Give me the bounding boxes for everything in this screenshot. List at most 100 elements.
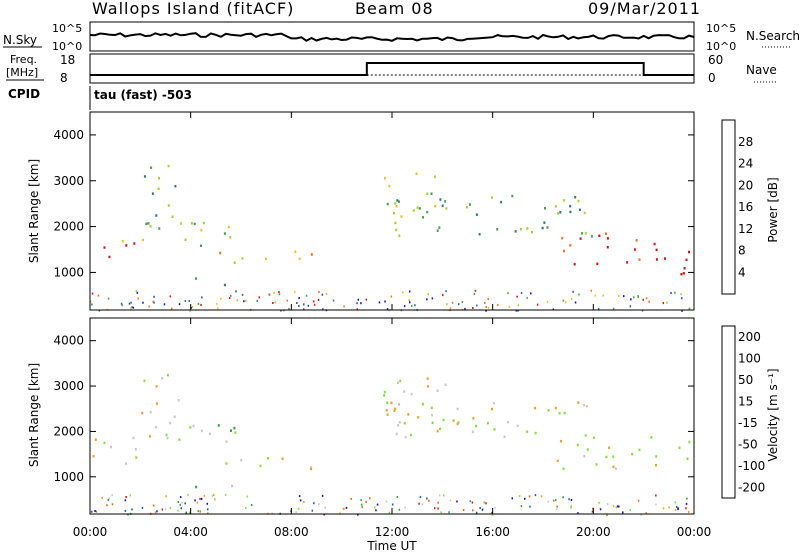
scatter-noise — [317, 298, 320, 301]
scatter-noise — [662, 507, 665, 510]
echo-region-3 — [225, 457, 313, 471]
scatter-noise — [606, 503, 609, 506]
x-axis-label: Time UT — [366, 539, 417, 553]
colorbar-tick-label: 200 — [738, 330, 761, 344]
scatter-noise — [449, 307, 452, 309]
scatter-noise — [612, 505, 615, 508]
echo-cell — [503, 435, 506, 438]
echo-cell — [233, 426, 236, 430]
echo-cell — [559, 211, 562, 214]
scatter-noise — [440, 511, 442, 514]
scatter-noise — [161, 508, 164, 511]
echo-cell — [155, 214, 158, 217]
echo-cell — [563, 199, 566, 202]
echo-cell — [430, 192, 433, 195]
echo-cell — [655, 455, 658, 458]
scatter-noise — [408, 299, 410, 302]
echo-cell — [544, 207, 546, 210]
scatter-noise — [360, 503, 363, 506]
scatter-noise — [152, 300, 154, 303]
echo-cell — [543, 221, 546, 224]
scatter-noise — [494, 506, 496, 509]
echo-cell — [92, 455, 95, 458]
echo-cell — [606, 246, 609, 249]
echo-cell — [184, 238, 187, 241]
y-tick-label: 2000 — [53, 220, 84, 234]
scatter-noise — [508, 305, 511, 308]
scatter-noise — [602, 294, 604, 297]
scatter-noise — [546, 300, 549, 303]
scatter-noise — [530, 292, 532, 295]
scatter-noise — [184, 300, 187, 302]
velocity-colorbar: Velocity [m s⁻¹] 200 100 50 15 -15 -50 -100 -20… — [721, 325, 780, 499]
scatter-noise — [540, 495, 543, 498]
echo-cell — [219, 251, 222, 255]
scatter-noise — [153, 295, 155, 298]
echo-cell — [149, 410, 152, 414]
freq-tick-bottom: 8 — [60, 71, 68, 85]
scatter-noise — [391, 503, 394, 506]
scatter-noise — [376, 503, 379, 506]
scatter-noise — [507, 292, 509, 295]
scatter-noise — [217, 307, 219, 310]
scatter-noise — [165, 495, 167, 498]
scatter-noise — [131, 508, 133, 511]
scatter-noise — [201, 296, 203, 299]
echo-cell — [94, 438, 97, 441]
echo-cell — [407, 413, 410, 416]
scatter-noise — [299, 499, 302, 502]
colorbar-tick-label: -100 — [738, 459, 765, 473]
echo-cell — [430, 406, 433, 410]
echo-cell — [511, 194, 514, 198]
echo-cell — [507, 420, 509, 424]
scatter-noise — [485, 306, 487, 308]
echo-cell — [486, 421, 489, 425]
scatter-noise — [245, 507, 247, 509]
echo-cell — [150, 166, 153, 169]
echo-cell — [200, 244, 202, 247]
scatter-noise — [365, 298, 368, 301]
echo-cell — [151, 192, 154, 195]
echo-cell — [404, 435, 407, 439]
scatter-noise — [97, 294, 100, 297]
echo-cell — [234, 431, 237, 434]
nsky-panel: N.Sky 10^5 10^0 10^5 10^0 N.Search — [3, 21, 800, 53]
colorbar-tick-label: 16 — [738, 200, 753, 214]
scatter-noise — [590, 289, 592, 292]
echo-region-5 — [383, 377, 447, 422]
echo-cell — [155, 385, 158, 388]
echo-cell — [398, 234, 401, 237]
scatter-noise — [136, 291, 139, 294]
scatter-noise — [199, 510, 202, 513]
echo-cell — [664, 257, 666, 260]
echo-cell — [445, 207, 448, 210]
y-tick-label: 1000 — [53, 470, 84, 484]
scatter-noise — [199, 497, 201, 500]
scatter-noise — [469, 500, 471, 503]
nsearch-label: N.Search — [746, 29, 800, 43]
scatter-noise — [445, 290, 447, 293]
scatter-noise — [194, 499, 196, 502]
echo-cell — [534, 431, 537, 435]
echo-cell — [685, 258, 688, 262]
echo-cell — [189, 426, 192, 429]
x-tick-label: 00:00 — [677, 525, 712, 539]
scatter-noise — [442, 294, 444, 297]
scatter-noise — [142, 301, 144, 304]
scatter-noise — [398, 508, 401, 511]
scatter-noise — [443, 494, 445, 497]
beam-title: Beam 08 — [355, 0, 434, 18]
scatter-noise — [164, 508, 167, 511]
scatter-noise — [298, 495, 301, 498]
echo-cell — [155, 402, 158, 405]
echo-cell — [416, 206, 419, 209]
scatter-noise — [483, 501, 485, 504]
echo-cell — [605, 455, 608, 459]
scatter-noise — [633, 296, 635, 299]
echo-cell — [595, 463, 598, 466]
echo-cell — [294, 250, 297, 253]
scatter-noise — [648, 300, 650, 303]
freq-tick-top: 18 — [60, 53, 75, 67]
scatter-noise — [179, 496, 182, 499]
echo-cell — [200, 228, 203, 232]
